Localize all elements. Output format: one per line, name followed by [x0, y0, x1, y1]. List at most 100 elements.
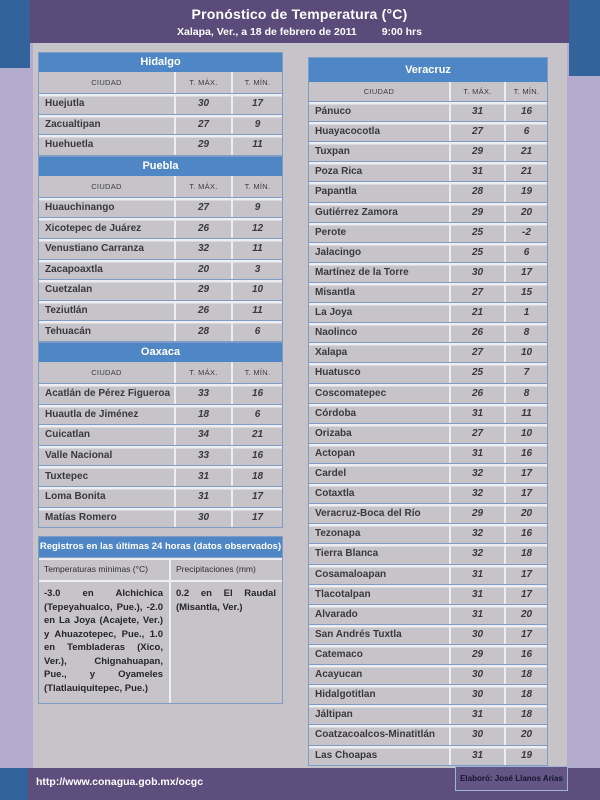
- tmin-cell: 9: [231, 114, 282, 135]
- tmin-cell: 16: [504, 644, 547, 665]
- table-row: La Joya 21 1: [309, 302, 547, 323]
- city-cell: Martínez de la Torre: [315, 266, 409, 278]
- table-row: Xicotepec de Juárez 26 12: [39, 217, 282, 238]
- tmax-cell: 27: [449, 343, 504, 363]
- tmax-cell: 31: [449, 403, 504, 423]
- table-row: Naolinco 26 8: [309, 322, 547, 343]
- table-row: Matías Romero 30 17: [39, 506, 282, 528]
- tmax-cell: 30: [449, 725, 504, 745]
- precipitation-text: 0.2 en El Raudal (Misantla, Ver.): [176, 588, 276, 613]
- city-cell: Tehuacán: [45, 325, 91, 337]
- table-row: Teziutlán 26 11: [39, 299, 282, 321]
- tmin-cell: 16: [504, 443, 547, 463]
- tmax-cell: 31: [449, 162, 504, 182]
- city-cell: Teziutlán: [45, 305, 88, 317]
- right-column: Veracruz CIUDAD T. MÁX. T. MÍN. Pánuco 31 16 Hu…: [308, 57, 548, 766]
- tmin-cell: 6: [504, 242, 547, 262]
- city-cell: Huehuetla: [45, 139, 94, 151]
- tmax-cell: 31: [449, 584, 504, 604]
- column-header-tmin: T. MÍN.: [504, 82, 547, 101]
- table-header-row: CIUDAD T. MÁX. T. MÍN.: [39, 361, 282, 383]
- city-cell: Papantla: [315, 186, 357, 198]
- city-cell: Coatzacoalcos-Minatitlán: [315, 729, 436, 741]
- column-header-tmin: T. MÍN.: [231, 72, 282, 93]
- city-cell: Jalacingo: [315, 246, 362, 258]
- tmax-cell: 30: [449, 624, 504, 644]
- tmin-cell: 17: [231, 507, 282, 528]
- table-row: Huatusco 25 7: [309, 362, 547, 383]
- tmin-cell: 6: [231, 404, 282, 425]
- tmax-cell: 32: [449, 524, 504, 544]
- city-cell: Tlacotalpan: [315, 588, 371, 600]
- column-header-tmax: T. MÁX.: [449, 82, 504, 101]
- city-cell: Acatlán de Pérez Figueroa: [45, 388, 171, 400]
- page-subtitle: Xalapa, Ver., a 18 de febrero de 2011 9:…: [30, 26, 569, 38]
- table-row: Catemaco 29 16: [309, 643, 547, 665]
- tmax-cell: 27: [174, 114, 231, 135]
- tmin-cell: 20: [504, 604, 547, 624]
- table-row: Zacapoaxtla 20 3: [39, 258, 282, 280]
- city-cell: Cuicatlan: [45, 429, 91, 441]
- tmax-cell: 25: [449, 222, 504, 242]
- tmax-cell: 30: [174, 507, 231, 528]
- column-header-city: CIUDAD: [91, 78, 122, 87]
- city-cell: Tuxpan: [315, 146, 350, 158]
- frame-corner-top-left: [0, 0, 30, 68]
- tmin-cell: 17: [231, 486, 282, 507]
- table-row: Tlacotalpan 31 17: [309, 583, 547, 604]
- footer-url-link[interactable]: http://www.conagua.gob.mx/ocgc: [36, 776, 204, 788]
- tmin-cell: 18: [504, 685, 547, 705]
- tmin-cell: 6: [504, 122, 547, 142]
- table-header-row: CIUDAD T. MÁX. T. MÍN.: [39, 72, 282, 93]
- tmin-cell: 6: [231, 321, 282, 341]
- precipitation-column-header: Precipitaciones (mm): [176, 564, 256, 575]
- table-row: Valle Nacional 33 16: [39, 444, 282, 466]
- tmax-cell: 31: [449, 604, 504, 624]
- table-row: Acayucan 30 18: [309, 664, 547, 685]
- table-row: Tuxpan 29 21: [309, 141, 547, 162]
- table-row: Tierra Blanca 32 18: [309, 543, 547, 564]
- min-temps-column-header: Temperaturas mínimas (°C): [39, 558, 171, 581]
- table-row: Tehuacán 28 6: [39, 320, 282, 341]
- tmin-cell: 18: [504, 544, 547, 564]
- city-cell: Cardel: [315, 468, 347, 480]
- table-row: Jáltipan 31 18: [309, 704, 547, 725]
- city-cell: Venustiano Carranza: [45, 243, 144, 255]
- title-bar: Pronóstico de Temperatura (°C) Xalapa, V…: [30, 0, 569, 43]
- table-row: Veracruz-Boca del Río 29 20: [309, 503, 547, 524]
- tmin-cell: 16: [231, 445, 282, 466]
- tmax-cell: 27: [449, 423, 504, 443]
- tmin-cell: 18: [504, 705, 547, 725]
- table-row: Venustiano Carranza 32 11: [39, 237, 282, 259]
- table-row: Zacualtipan 27 9: [39, 113, 282, 135]
- tmin-cell: 11: [231, 238, 282, 259]
- city-cell: Orizaba: [315, 427, 352, 439]
- table-row: Acatlán de Pérez Figueroa 33 16: [39, 382, 282, 404]
- tmax-cell: 29: [174, 280, 231, 300]
- tmax-cell: 21: [449, 303, 504, 323]
- observed-records-section: Registros en las últimas 24 horas (datos…: [38, 536, 283, 705]
- column-header-tmin: T. MÍN.: [231, 361, 282, 383]
- city-cell: Perote: [315, 226, 347, 238]
- city-cell: Acayucan: [315, 669, 363, 681]
- tmax-cell: 29: [174, 135, 231, 155]
- city-cell: Huayacocotla: [315, 126, 381, 138]
- table-row: Huauchinango 27 9: [39, 196, 282, 218]
- table-row: Tezonapa 32 16: [309, 523, 547, 544]
- state-table-title: Veracruz: [309, 58, 547, 82]
- table-row: Huayacocotla 27 6: [309, 121, 547, 142]
- tmin-cell: 16: [504, 524, 547, 544]
- tmax-cell: 30: [449, 665, 504, 685]
- city-cell: San Andrés Tuxtla: [315, 628, 402, 640]
- state-table-title: Hidalgo: [39, 53, 282, 72]
- tmax-cell: 29: [449, 142, 504, 162]
- tmin-cell: 18: [231, 466, 282, 486]
- tmax-cell: 30: [449, 262, 504, 282]
- tmax-cell: 34: [174, 425, 231, 445]
- tmax-cell: 29: [449, 202, 504, 222]
- table-row: Cuetzalan 29 10: [39, 279, 282, 300]
- tmin-cell: 11: [231, 135, 282, 155]
- tmax-cell: 27: [449, 122, 504, 142]
- city-cell: Matías Romero: [45, 511, 117, 523]
- column-header-city: CIUDAD: [91, 181, 122, 191]
